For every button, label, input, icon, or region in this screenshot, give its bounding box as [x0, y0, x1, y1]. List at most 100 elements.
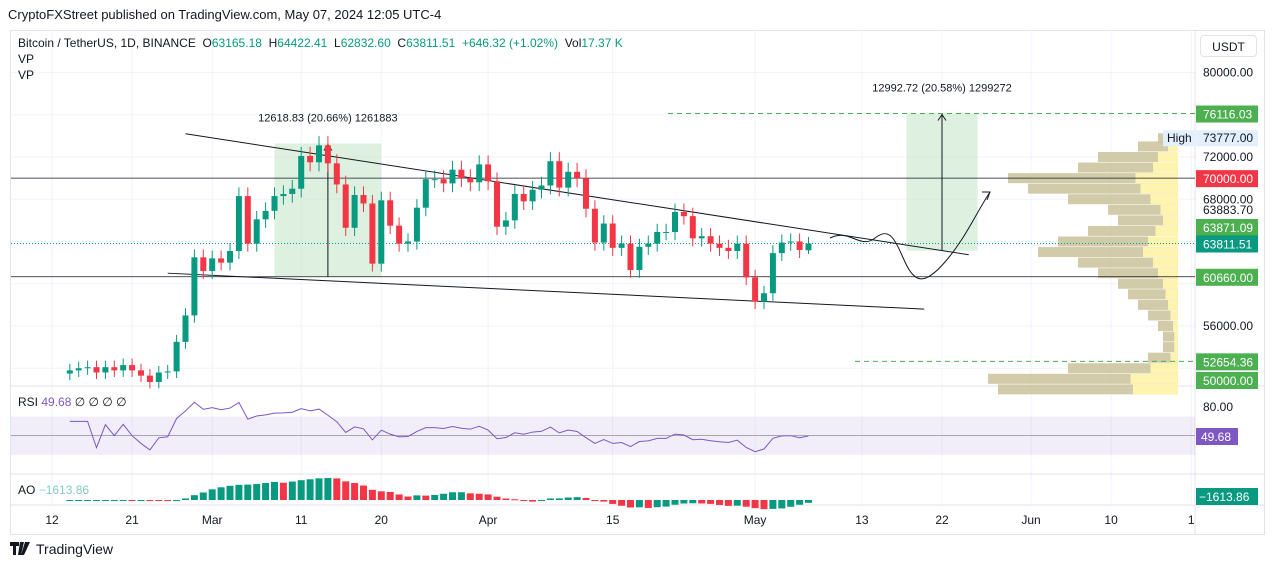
volume-profile-bar [1078, 162, 1178, 173]
ao-bar [208, 489, 216, 500]
high-tag [1163, 130, 1195, 147]
candle-body [565, 171, 572, 188]
ao-bar [235, 484, 243, 500]
price-tick: 72000.00 [1203, 150, 1253, 164]
low-value: 62832.60 [340, 36, 391, 50]
ao-bar [377, 491, 385, 500]
candle-body [227, 251, 233, 263]
candle-body [182, 315, 189, 342]
ao-bar [466, 493, 474, 500]
candle-body [298, 155, 305, 189]
candle-body [369, 203, 376, 264]
ao-bar [769, 500, 777, 509]
ao-bar [635, 500, 643, 508]
ao-legend[interactable]: AO −1613.86 [18, 483, 89, 497]
candle-body [752, 277, 759, 302]
ao-bar [618, 500, 626, 506]
symbol-title[interactable]: Bitcoin / TetherUS, 1D, BINANCE [18, 36, 196, 50]
high-value: 73777.00 [1203, 131, 1253, 145]
volume-value: 17.37 K [581, 36, 623, 50]
price-label: 63883.70 [1203, 203, 1253, 217]
ao-bar [680, 500, 688, 504]
price-badge [1196, 268, 1258, 286]
ao-bar [182, 498, 189, 500]
candle-body [111, 367, 118, 371]
volume-profile-bar [1118, 215, 1178, 226]
price-tick: 68000.00 [1203, 192, 1253, 206]
candle-body [672, 211, 678, 232]
rsi-badge-label: 49.68 [1201, 430, 1231, 444]
time-tick: Mar [202, 513, 223, 527]
volume-profile-bar-value-area [1133, 384, 1178, 395]
volume-profile-bar [1098, 152, 1178, 162]
ao-bar [493, 496, 501, 500]
candle-body [324, 145, 331, 164]
ao-bar [368, 489, 376, 500]
ao-bar [351, 483, 359, 500]
time-tick: 13 [855, 513, 869, 527]
currency-button[interactable]: USDT [1200, 35, 1257, 57]
volume-profile-bar-value-area [1148, 236, 1178, 247]
ao-value: −1613.86 [38, 483, 90, 497]
time-tick: May [744, 513, 767, 527]
candle-body [761, 293, 767, 302]
vp-indicator-1[interactable]: VP [18, 52, 35, 66]
ao-bar [262, 483, 270, 500]
ao-bar [627, 500, 634, 508]
ao-bar [93, 500, 100, 501]
ao-bar [511, 499, 519, 501]
candle-body [689, 216, 696, 239]
ao-bar [333, 478, 341, 500]
ao-bar [101, 500, 109, 501]
tradingview-logo[interactable]: TradingView [10, 541, 113, 557]
low-label: L [334, 36, 341, 50]
rsi-legend[interactable]: RSI 49.68 ∅ ∅ ∅ ∅ [18, 395, 127, 409]
candle-body [654, 231, 661, 244]
ao-bar [217, 487, 225, 500]
ao-bar [431, 494, 439, 500]
candle-body [173, 341, 180, 372]
ao-bar [796, 500, 804, 505]
candle-body [129, 365, 136, 371]
candle-body [805, 243, 812, 251]
volume-profile-bar-value-area [1130, 373, 1178, 384]
ao-bar [404, 496, 412, 500]
ao-bar [573, 497, 581, 500]
ao-bar [484, 494, 492, 500]
time-tick: Apr [479, 513, 498, 527]
ao-bar [671, 500, 679, 505]
candle-body [574, 171, 581, 179]
ao-bar [386, 491, 394, 500]
candle-body [342, 184, 349, 228]
projection-arrowhead [982, 191, 991, 201]
close-label: C [397, 36, 407, 50]
candle-body [743, 243, 750, 278]
candle-body [164, 371, 171, 373]
rsi-badge [1196, 428, 1238, 446]
candle-body [529, 189, 536, 202]
price-tick: 80000.00 [1203, 66, 1253, 80]
volume-profile-bar-value-area [1168, 141, 1178, 152]
candle-body [538, 185, 545, 190]
candle-body [600, 223, 607, 243]
volume-profile-bar-value-area [1158, 152, 1178, 162]
candle-body [66, 370, 73, 374]
price-tick: 56000.00 [1203, 319, 1253, 333]
vp-indicator-2[interactable]: VP [18, 68, 35, 82]
ao-bar [324, 478, 332, 500]
high-value: 64422.41 [277, 36, 328, 50]
ao-bar [84, 500, 92, 501]
volume-profile-bar-value-area [1168, 299, 1178, 310]
ao-bar [733, 500, 741, 506]
measure-arrowhead [937, 113, 947, 121]
ao-bar [707, 500, 715, 504]
ao-bar [137, 500, 145, 501]
measure-label: 12992.72 (20.58%) 1299272 [872, 83, 1011, 95]
ao-bar [529, 500, 537, 502]
ao-bar [564, 497, 572, 500]
volume-profile-bar-value-area [1173, 321, 1178, 331]
chart-frame[interactable] [10, 30, 1265, 535]
ao-bar [155, 500, 163, 501]
ao-bar [475, 493, 483, 500]
